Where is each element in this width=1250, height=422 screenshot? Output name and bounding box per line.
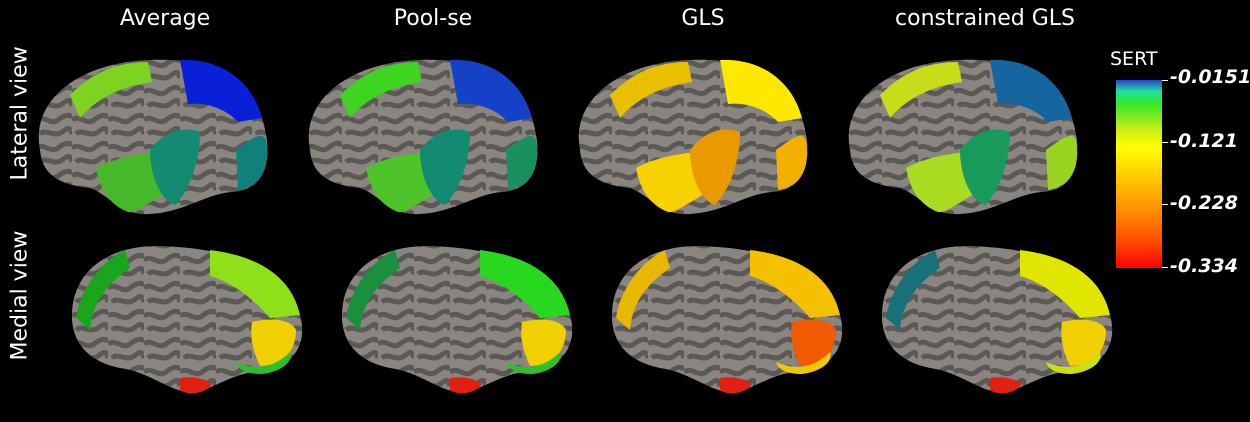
superior-region [990, 59, 1072, 122]
insula-region [690, 129, 740, 205]
colorbar-tick-label: -0.0151 [1170, 66, 1250, 88]
orbital-region [251, 319, 296, 366]
lateral-brain-pool-se [308, 59, 538, 215]
column-title-average: Average [119, 6, 211, 31]
frontal-medial-region [210, 250, 300, 318]
frontal-region [340, 62, 422, 118]
colorbar-tickmark [1162, 80, 1168, 81]
insula-region [150, 129, 200, 205]
medial-brain-gls [611, 245, 843, 394]
colorbar-tickmark [1162, 142, 1168, 143]
frontal-region [610, 62, 692, 118]
colorbar-tickmark [1162, 267, 1168, 268]
orbital-region [1061, 319, 1106, 366]
colorbar [1116, 80, 1162, 268]
temporal-pole-region [180, 377, 212, 394]
colorbar-tick-label: -0.121 [1170, 130, 1238, 152]
column-title-pool-se: Pool-se [393, 6, 473, 31]
ventral-region [506, 352, 561, 374]
occipital-region [1046, 135, 1077, 190]
parietal-medial-region [76, 250, 130, 330]
parietal-medial-region [346, 250, 400, 330]
occipital-region [236, 135, 267, 190]
ventral-region [1046, 352, 1101, 374]
temporal-pole-region [990, 377, 1022, 394]
frontal-region [880, 62, 962, 118]
row-label-medial: Medial view [7, 230, 33, 361]
occipital-region [506, 135, 537, 190]
parietal-medial-region [886, 250, 940, 330]
frontal-medial-region [480, 250, 570, 318]
colorbar-tickmark [1162, 204, 1168, 205]
colorbar-title: SERT [1110, 48, 1158, 70]
ventral-region [236, 352, 291, 374]
column-title-constrained-gls: constrained GLS [895, 6, 1075, 31]
parietal-medial-region [616, 250, 670, 330]
orbital-region [791, 319, 836, 366]
frontal-medial-region [1020, 250, 1110, 318]
colorbar-tick-label: -0.228 [1170, 192, 1238, 214]
column-title-gls: GLS [681, 6, 725, 31]
ventral-region [776, 352, 831, 374]
orbital-region [521, 319, 566, 366]
row-label-lateral: Lateral view [7, 46, 33, 181]
lateral-brain-constrained-gls [848, 59, 1078, 215]
insula-region [420, 129, 470, 205]
superior-region [180, 59, 262, 122]
lateral-brain-gls [578, 59, 808, 215]
insula-region [960, 129, 1010, 205]
medial-brain-pool-se [341, 245, 573, 394]
superior-region [720, 59, 802, 122]
medial-brain-average [71, 245, 303, 394]
lateral-brain-average [38, 59, 268, 215]
superior-region [450, 59, 532, 122]
temporal-pole-region [450, 377, 482, 394]
medial-brain-constrained-gls [881, 245, 1113, 394]
frontal-region [70, 62, 152, 118]
colorbar-tick-label: -0.334 [1170, 255, 1238, 277]
temporal-pole-region [720, 377, 752, 394]
frontal-medial-region [750, 250, 840, 318]
occipital-region [776, 135, 807, 190]
